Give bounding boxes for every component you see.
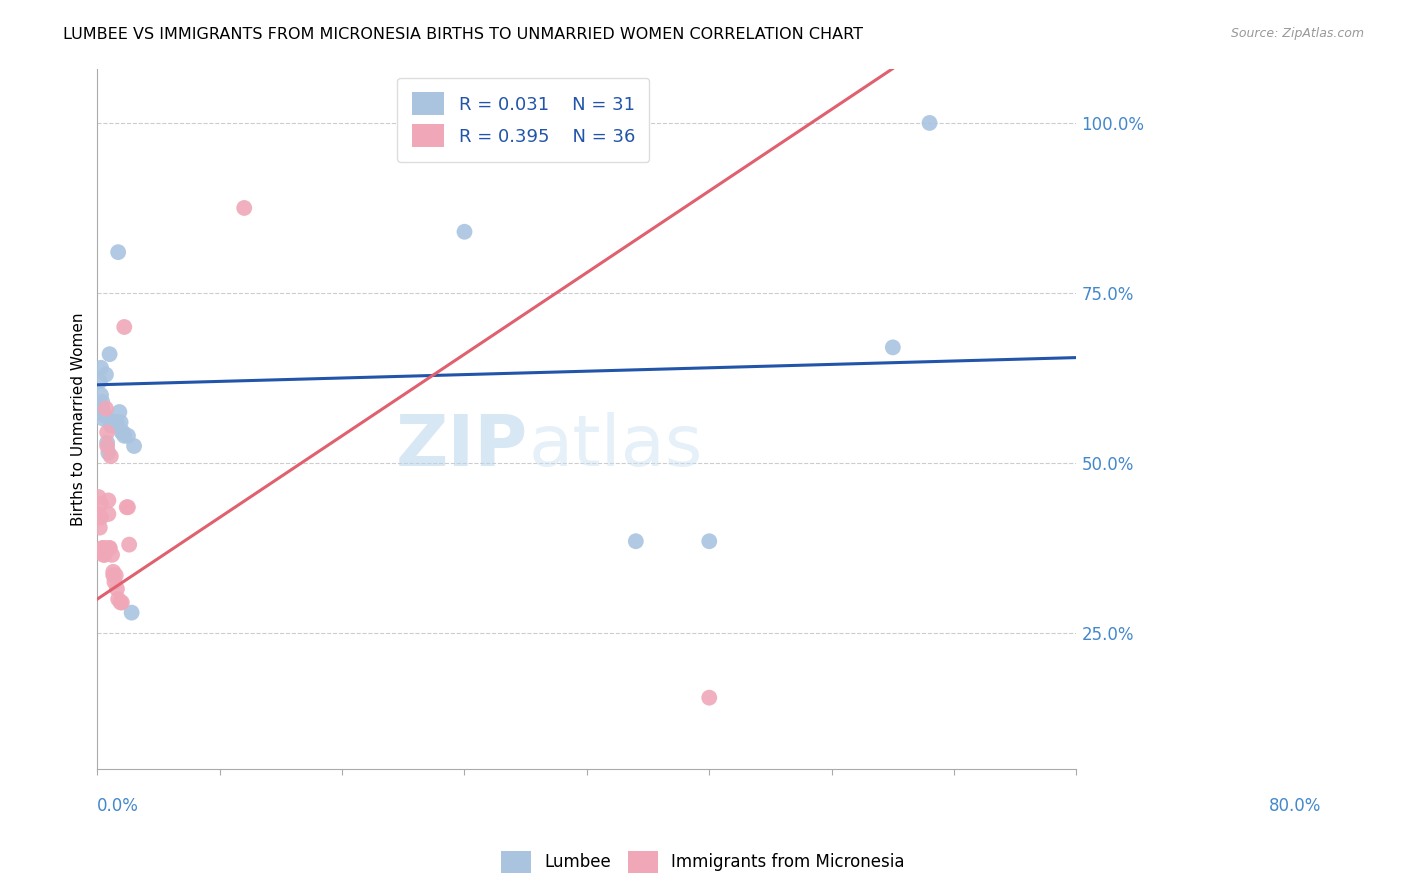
Point <box>101 548 124 562</box>
Point <box>93 541 115 555</box>
Point <box>103 565 125 579</box>
Point <box>90 497 112 511</box>
Point <box>98 541 121 555</box>
Point <box>90 360 112 375</box>
Point <box>108 405 131 419</box>
Point <box>103 415 125 429</box>
Point <box>96 425 118 440</box>
Point <box>111 425 134 440</box>
Point <box>121 606 143 620</box>
Point <box>697 534 720 549</box>
Point <box>97 446 120 460</box>
Point <box>112 425 135 440</box>
Point <box>117 429 139 443</box>
Point <box>91 394 114 409</box>
Point <box>118 538 141 552</box>
Point <box>110 415 132 429</box>
Point <box>107 245 129 260</box>
Point <box>100 418 122 433</box>
Point <box>882 340 904 354</box>
Point <box>90 510 112 524</box>
Point <box>112 429 135 443</box>
Text: LUMBEE VS IMMIGRANTS FROM MICRONESIA BIRTHS TO UNMARRIED WOMEN CORRELATION CHART: LUMBEE VS IMMIGRANTS FROM MICRONESIA BIR… <box>63 27 863 42</box>
Point <box>453 225 475 239</box>
Text: atlas: atlas <box>529 412 703 482</box>
Point <box>91 544 114 558</box>
Point <box>103 418 125 433</box>
Point <box>103 568 125 582</box>
Text: 80.0%: 80.0% <box>1268 797 1322 815</box>
Point <box>98 347 121 361</box>
Point <box>93 409 115 423</box>
Text: Source: ZipAtlas.com: Source: ZipAtlas.com <box>1230 27 1364 40</box>
Point <box>697 690 720 705</box>
Point <box>115 500 138 515</box>
Point <box>100 449 122 463</box>
Point <box>97 493 120 508</box>
Text: 0.0%: 0.0% <box>97 797 139 815</box>
Point <box>105 415 128 429</box>
Point <box>101 415 124 429</box>
Point <box>112 320 135 334</box>
Point <box>89 375 111 389</box>
Point <box>107 592 129 607</box>
Y-axis label: Births to Unmarried Women: Births to Unmarried Women <box>72 312 86 525</box>
Point <box>87 507 110 521</box>
Point <box>93 548 115 562</box>
Point <box>122 439 145 453</box>
Point <box>91 401 114 416</box>
Point <box>94 401 117 416</box>
Point <box>110 595 132 609</box>
Point <box>94 368 117 382</box>
Point <box>87 490 110 504</box>
Point <box>233 201 256 215</box>
Point <box>105 582 128 596</box>
Point <box>117 500 139 515</box>
Legend: Lumbee, Immigrants from Micronesia: Lumbee, Immigrants from Micronesia <box>495 845 911 880</box>
Point <box>93 548 115 562</box>
Point <box>93 541 115 555</box>
Point <box>87 510 110 524</box>
Point <box>89 510 111 524</box>
Point <box>89 521 111 535</box>
Point <box>91 541 114 555</box>
Point <box>624 534 647 549</box>
Point <box>104 568 127 582</box>
Point <box>98 541 121 555</box>
Text: ZIP: ZIP <box>396 412 529 482</box>
Point <box>918 116 941 130</box>
Point <box>90 388 112 402</box>
Point <box>93 412 115 426</box>
Point <box>104 415 127 429</box>
Legend: R = 0.031    N = 31, R = 0.395    N = 36: R = 0.031 N = 31, R = 0.395 N = 36 <box>396 78 650 161</box>
Point <box>103 575 125 590</box>
Point <box>111 595 134 609</box>
Point <box>97 507 120 521</box>
Point <box>96 439 118 453</box>
Point <box>96 435 118 450</box>
